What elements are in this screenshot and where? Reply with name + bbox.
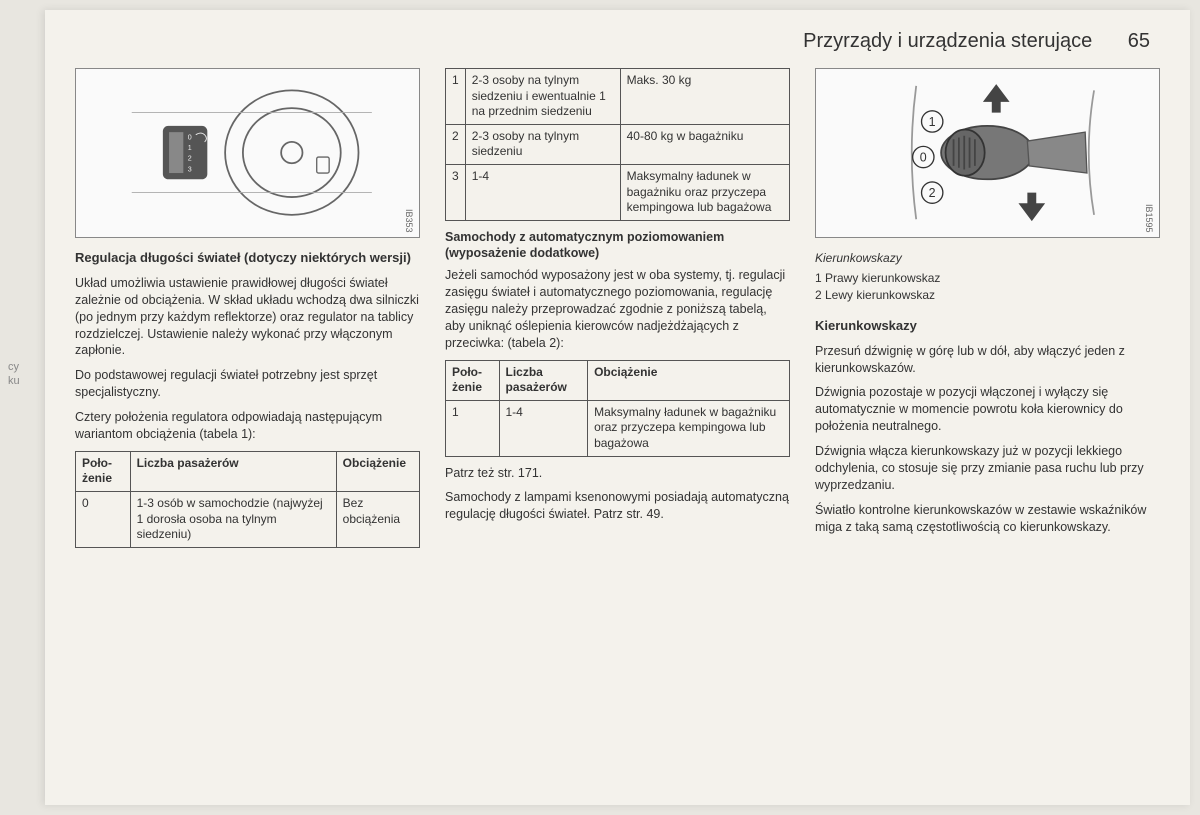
table-cell: 1 <box>446 400 500 456</box>
figure-turn-signal-stalk: 1 0 2 IB1595 <box>815 68 1160 238</box>
svg-text:1: 1 <box>929 115 936 129</box>
paragraph: Przesuń dźwignię w górę lub w dół, aby w… <box>815 343 1160 377</box>
figure-code: IB1595 <box>1143 204 1155 233</box>
table-header: Liczba pasażerów <box>130 451 336 491</box>
column-2: 1 2-3 osoby na tylnym siedzeniu i ewentu… <box>445 68 790 556</box>
table-header: Obciążenie <box>588 360 790 400</box>
section-title-turn-signals: Kierunkowskazy <box>815 318 1160 335</box>
table-2: Poło-żenie Liczba pasażerów Obciążenie 1… <box>445 360 790 457</box>
paragraph: Samochody z lampami ksenonowymi posiadaj… <box>445 489 790 523</box>
chapter-title: Przyrządy i urządzenia sterujące <box>803 30 1092 52</box>
table-cell: 1 <box>446 69 466 125</box>
svg-text:1: 1 <box>188 144 192 152</box>
manual-page: Przyrządy i urządzenia sterujące 65 0 1 … <box>45 10 1190 805</box>
table-cell: 0 <box>76 491 131 547</box>
table-cell: 2-3 osoby na tylnym siedzeniu <box>465 124 620 164</box>
table-cell: Bez obciążenia <box>336 491 419 547</box>
figure-headlight-adjuster: 0 1 2 3 IB353 <box>75 68 420 238</box>
dashboard-diagram-icon: 0 1 2 3 <box>93 77 402 228</box>
table-cell: 2 <box>446 124 466 164</box>
column-3: 1 0 2 IB1595 Kierunkowskazy 1 Prawy kier… <box>815 68 1160 556</box>
column-1: 0 1 2 3 IB353 Regulacja długości świateł… <box>75 68 420 556</box>
paragraph: Układ umożliwia ustawienie prawidłowej d… <box>75 275 420 359</box>
table-header: Liczba pasażerów <box>499 360 588 400</box>
figure-legend: 1 Prawy kierunkowskaz 2 Lewy kierunkowsk… <box>815 270 1160 304</box>
legend-item: 2 Lewy kierunkowskaz <box>815 287 1160 304</box>
section-title-auto-level: Samochody z automatycznym poziomowaniem … <box>445 229 790 262</box>
paragraph: Jeżeli samochód wyposażony jest w oba sy… <box>445 267 790 351</box>
turn-signal-diagram-icon: 1 0 2 <box>833 77 1142 228</box>
section-title-headlight: Regulacja długości świateł (dotyczy niek… <box>75 250 420 267</box>
svg-text:2: 2 <box>929 186 936 200</box>
table-header: Obciążenie <box>336 451 419 491</box>
table-cell: Maksymalny ładunek w bagażniku oraz przy… <box>620 164 789 220</box>
page-header: Przyrządy i urządzenia sterujące 65 <box>75 30 1160 53</box>
table-cell: Maksymalny ładunek w bagażniku oraz przy… <box>588 400 790 456</box>
figure-code: IB353 <box>403 209 415 233</box>
table-cell: 1-3 osób w samochodzie (najwyżej 1 doros… <box>130 491 336 547</box>
svg-text:3: 3 <box>188 166 192 174</box>
page-number: 65 <box>1128 30 1150 52</box>
paragraph: Dźwignia pozostaje w pozycji włączonej i… <box>815 384 1160 435</box>
paragraph: Patrz też str. 171. <box>445 465 790 482</box>
paragraph: Światło kontrolne kierunkowskazów w zest… <box>815 502 1160 536</box>
table-cell: 3 <box>446 164 466 220</box>
paragraph: Do podstawowej regulacji świateł potrzeb… <box>75 367 420 401</box>
svg-text:0: 0 <box>188 134 192 142</box>
figure-caption: Kierunkowskazy <box>815 250 1160 266</box>
table-cell: 1-4 <box>499 400 588 456</box>
table-cell: 1-4 <box>465 164 620 220</box>
table-1: Poło-żenie Liczba pasażerów Obciążenie 0… <box>75 451 420 548</box>
svg-text:2: 2 <box>188 155 192 163</box>
paragraph: Dźwignia włącza kierunkowskazy już w poz… <box>815 443 1160 494</box>
content-columns: 0 1 2 3 IB353 Regulacja długości świateł… <box>75 68 1160 556</box>
table-cell: 2-3 osoby na tylnym siedzeniu i ewentual… <box>465 69 620 125</box>
table-header: Poło-żenie <box>446 360 500 400</box>
table-1-continued: 1 2-3 osoby na tylnym siedzeniu i ewentu… <box>445 68 790 221</box>
table-header: Poło-żenie <box>76 451 131 491</box>
svg-text:0: 0 <box>920 151 927 165</box>
legend-item: 1 Prawy kierunkowskaz <box>815 270 1160 287</box>
previous-page-edge: cy ku <box>8 360 20 389</box>
paragraph: Cztery położenia regulatora odpowiadają … <box>75 409 420 443</box>
table-cell: 40-80 kg w bagażniku <box>620 124 789 164</box>
table-cell: Maks. 30 kg <box>620 69 789 125</box>
